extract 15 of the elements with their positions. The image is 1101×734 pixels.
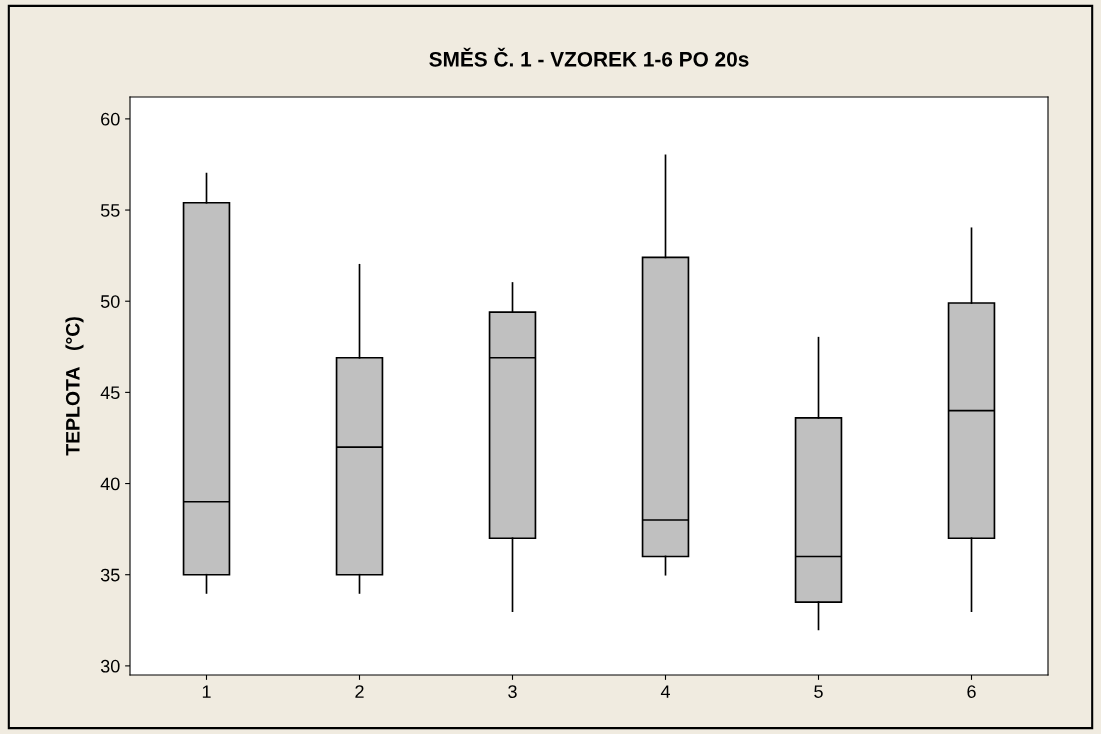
x-tick-label: 6 — [967, 685, 976, 698]
y-tick-label: 50 — [100, 295, 120, 308]
chart-title: SMĚS Č. 1 - VZOREK 1-6 PO 20s — [429, 47, 749, 67]
y-tick-label: 45 — [100, 386, 120, 400]
y-tick-label: 55 — [100, 204, 120, 217]
y-tick-label: 35 — [100, 568, 120, 582]
y-tick-label: 60 — [101, 112, 120, 126]
y-tick-label: 30 — [100, 659, 120, 673]
y-tick-label: 40 — [100, 477, 120, 491]
x-tick-label: 3 — [508, 685, 517, 698]
x-tick-label: 1 — [202, 685, 211, 698]
x-tick-label: 5 — [814, 685, 823, 698]
x-tick-label: 2 — [355, 685, 364, 698]
x-tick-label: 4 — [660, 685, 670, 698]
y-axis-title: TEPLOTA (°C) — [65, 317, 84, 456]
